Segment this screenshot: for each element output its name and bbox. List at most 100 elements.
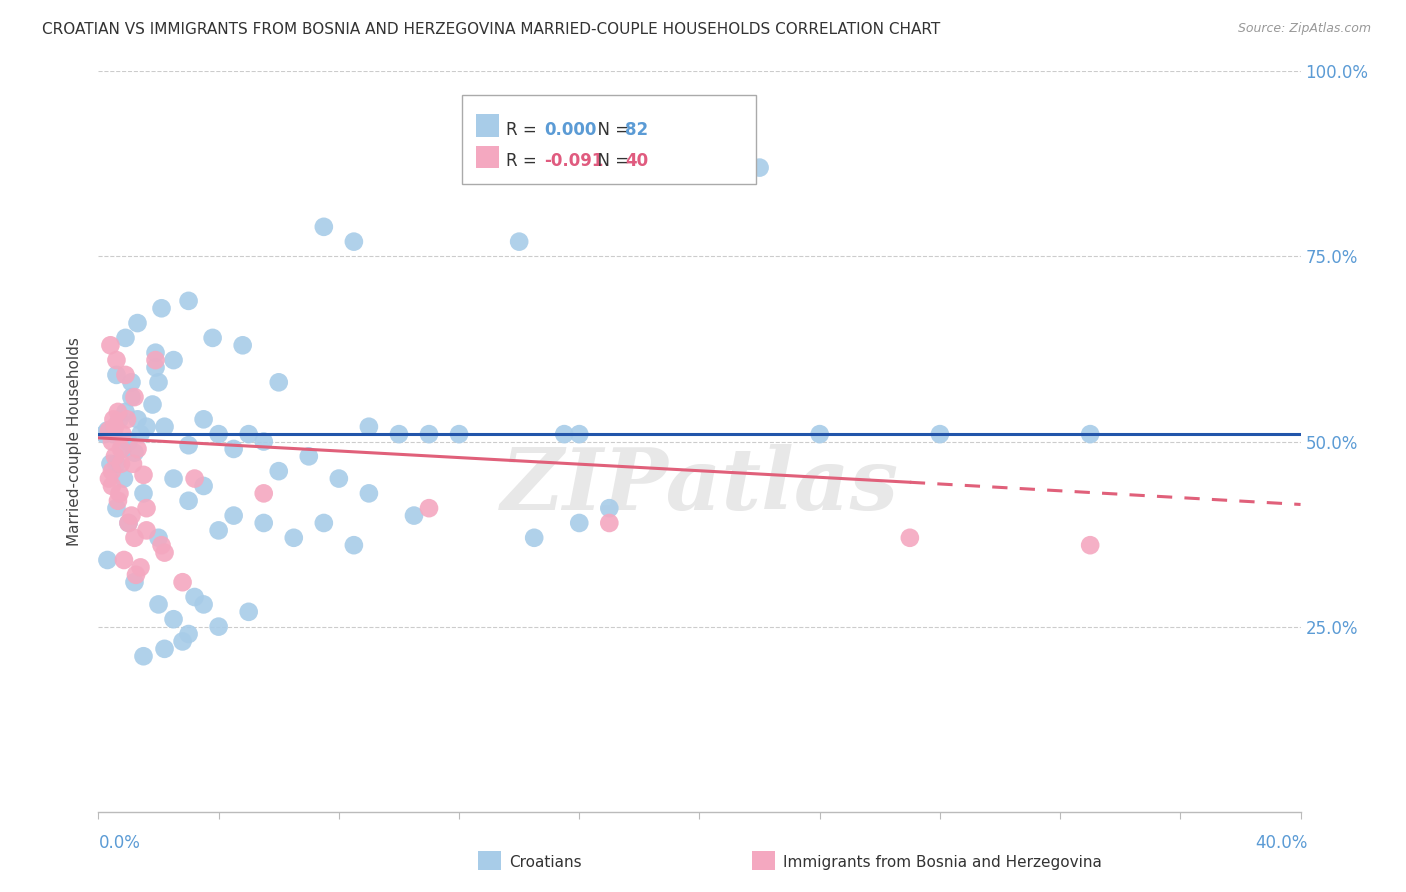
Text: 82: 82 [626, 120, 648, 138]
Point [148, 376, 170, 390]
Point [132, 649, 155, 664]
Point [108, 486, 131, 500]
Point [135, 419, 157, 434]
Point [388, 427, 411, 442]
Point [112, 553, 135, 567]
Point [132, 467, 155, 482]
Point [238, 427, 260, 442]
Point [127, 442, 149, 456]
Point [357, 419, 380, 434]
Point [105, 457, 128, 471]
Point [1078, 427, 1101, 442]
Point [208, 427, 231, 442]
Point [148, 598, 170, 612]
Text: Croatians: Croatians [509, 855, 582, 870]
Point [357, 486, 380, 500]
Point [97, 424, 120, 438]
Point [127, 316, 149, 330]
Point [1078, 538, 1101, 552]
Point [97, 472, 120, 486]
Point [114, 331, 136, 345]
Point [129, 560, 152, 574]
Text: Immigrants from Bosnia and Herzegovina: Immigrants from Bosnia and Herzegovina [783, 855, 1102, 870]
Point [343, 538, 366, 552]
Point [105, 368, 128, 382]
Point [193, 412, 215, 426]
Text: 0.000: 0.000 [544, 120, 596, 138]
Point [96, 424, 118, 438]
Text: N =: N = [588, 120, 634, 138]
Text: ZIPatlas: ZIPatlas [501, 444, 898, 528]
Point [298, 450, 321, 464]
Point [150, 301, 173, 316]
Point [523, 531, 546, 545]
Point [111, 427, 134, 442]
Point [122, 457, 145, 471]
Text: 0.0%: 0.0% [98, 834, 141, 852]
Point [100, 338, 122, 352]
Point [153, 641, 176, 656]
Point [312, 516, 335, 530]
Point [153, 546, 176, 560]
Point [124, 531, 146, 545]
Text: 40: 40 [626, 153, 648, 170]
Point [328, 472, 350, 486]
Point [108, 412, 131, 426]
Point [232, 338, 254, 352]
Point [101, 479, 124, 493]
Point [162, 472, 184, 486]
Point [193, 479, 215, 493]
Point [172, 634, 194, 648]
Point [568, 427, 591, 442]
Point [103, 427, 125, 442]
Point [141, 398, 163, 412]
Point [253, 434, 276, 449]
Text: -0.091: -0.091 [544, 153, 603, 170]
Text: 40.0%: 40.0% [1256, 834, 1308, 852]
Point [121, 376, 143, 390]
Point [121, 508, 143, 523]
Point [117, 434, 139, 449]
Point [100, 457, 122, 471]
Point [145, 360, 167, 375]
Point [929, 427, 952, 442]
Point [312, 219, 335, 234]
Point [115, 412, 138, 426]
Point [129, 427, 152, 442]
Point [598, 516, 620, 530]
Point [111, 442, 134, 456]
Point [110, 442, 132, 456]
Point [183, 472, 205, 486]
Point [402, 508, 425, 523]
Point [150, 538, 173, 552]
Text: CROATIAN VS IMMIGRANTS FROM BOSNIA AND HERZEGOVINA MARRIED-COUPLE HOUSEHOLDS COR: CROATIAN VS IMMIGRANTS FROM BOSNIA AND H… [42, 22, 941, 37]
Point [162, 612, 184, 626]
Point [418, 501, 440, 516]
Point [183, 590, 205, 604]
Point [898, 531, 921, 545]
Y-axis label: Married-couple Households: Married-couple Households [67, 337, 83, 546]
Point [101, 434, 124, 449]
Point [267, 376, 290, 390]
Point [110, 457, 132, 471]
Point [125, 567, 148, 582]
Point [193, 598, 215, 612]
Text: Source: ZipAtlas.com: Source: ZipAtlas.com [1237, 22, 1371, 36]
Point [93, 427, 115, 442]
Text: R =: R = [506, 120, 541, 138]
Point [267, 464, 290, 478]
Point [238, 605, 260, 619]
Point [162, 353, 184, 368]
Point [283, 531, 305, 545]
Point [96, 553, 118, 567]
Text: N =: N = [588, 153, 634, 170]
Point [177, 293, 200, 308]
Point [135, 524, 157, 538]
Point [101, 464, 124, 478]
Point [127, 412, 149, 426]
Point [553, 427, 575, 442]
Point [598, 501, 620, 516]
Point [124, 390, 146, 404]
Point [121, 390, 143, 404]
Point [148, 531, 170, 545]
